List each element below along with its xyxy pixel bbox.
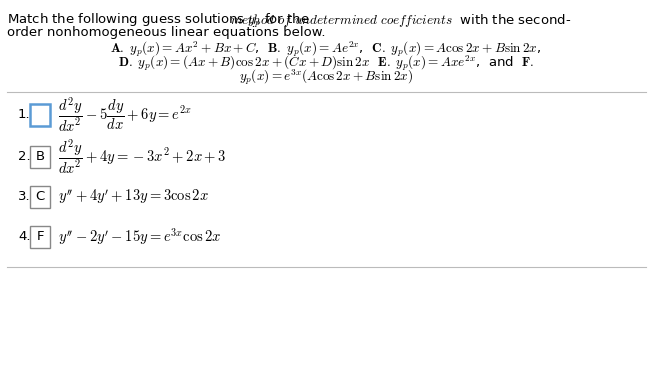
Text: $y'' - 2y' - 15y = e^{3x}\cos 2x$: $y'' - 2y' - 15y = e^{3x}\cos 2x$ <box>58 226 221 248</box>
Text: B: B <box>35 151 44 164</box>
FancyBboxPatch shape <box>30 226 50 248</box>
Text: 2.: 2. <box>18 151 31 164</box>
Text: F: F <box>37 231 44 243</box>
Text: $y'' + 4y' + 13y = 3\cos 2x$: $y'' + 4y' + 13y = 3\cos 2x$ <box>58 188 209 206</box>
Text: 3.: 3. <box>18 191 31 204</box>
FancyBboxPatch shape <box>30 186 50 208</box>
Text: 4.: 4. <box>18 231 31 243</box>
FancyBboxPatch shape <box>30 146 50 168</box>
Text: $\mathbf{D.}\ y_p(x) = (Ax + B)\cos 2x + (Cx + D)\sin 2x$  $\mathbf{E.}\ y_p(x) : $\mathbf{D.}\ y_p(x) = (Ax + B)\cos 2x +… <box>118 54 534 74</box>
Text: $y_p(x) = e^{3x}(A\cos 2x + B\sin 2x)$: $y_p(x) = e^{3x}(A\cos 2x + B\sin 2x)$ <box>239 68 413 87</box>
Text: order nonhomogeneous linear equations below.: order nonhomogeneous linear equations be… <box>7 26 325 39</box>
Text: $\it{method\ of\ undetermined\ coefficients}$  with the second-: $\it{method\ of\ undetermined\ coefficie… <box>7 12 571 29</box>
Text: $\mathbf{A.}\ y_p(x) = Ax^2 + Bx + C$,  $\mathbf{B.}\ y_p(x) = Ae^{2x}$,  $\math: $\mathbf{A.}\ y_p(x) = Ax^2 + Bx + C$, $… <box>110 40 541 60</box>
Text: 1.: 1. <box>18 108 31 121</box>
Text: C: C <box>35 191 44 204</box>
Text: Match the following guess solutions $y_p$ for the: Match the following guess solutions $y_p… <box>7 12 310 30</box>
Text: $\dfrac{d^2y}{dx^2} - 5\dfrac{dy}{dx} + 6y = e^{2x}$: $\dfrac{d^2y}{dx^2} - 5\dfrac{dy}{dx} + … <box>58 95 192 134</box>
Text: $\dfrac{d^2y}{dx^2} + 4y = -3x^2 + 2x + 3$: $\dfrac{d^2y}{dx^2} + 4y = -3x^2 + 2x + … <box>58 138 227 176</box>
FancyBboxPatch shape <box>30 104 50 126</box>
